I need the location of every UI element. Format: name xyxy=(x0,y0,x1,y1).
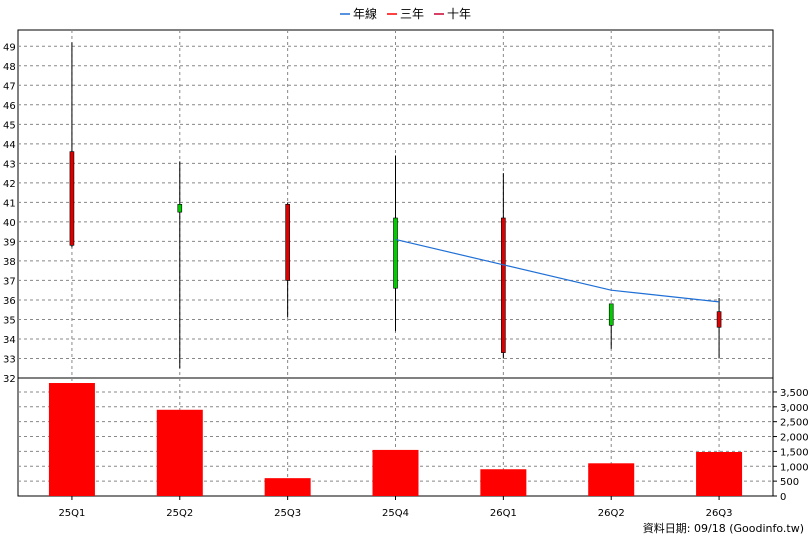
price-tick-label: 37 xyxy=(3,276,16,287)
x-tick-label: 25Q3 xyxy=(274,508,301,519)
price-tick-label: 39 xyxy=(3,237,16,248)
x-tick-label: 26Q1 xyxy=(490,508,517,519)
candle-body xyxy=(69,151,75,246)
volume-bar xyxy=(372,449,419,496)
legend-label-1: 三年 xyxy=(400,7,424,21)
price-tick-label: 32 xyxy=(3,374,16,385)
volume-tick-label: 1,500 xyxy=(780,447,808,458)
price-tick-label: 43 xyxy=(3,159,16,170)
candle-body xyxy=(716,311,722,328)
volume-bar xyxy=(156,409,203,496)
candle-body xyxy=(177,204,183,213)
price-tick-label: 38 xyxy=(3,257,16,268)
annual-line-series xyxy=(395,238,720,303)
price-tick-label: 41 xyxy=(3,198,16,209)
volume-bar xyxy=(480,469,527,496)
price-tick-label: 42 xyxy=(3,179,16,190)
price-tick-label: 45 xyxy=(3,120,16,131)
price-tick-label: 35 xyxy=(3,315,16,326)
price-tick-label: 33 xyxy=(3,354,16,365)
candle-body xyxy=(285,204,290,281)
footer-source-date: 資料日期: 09/18 (Goodinfo.tw) xyxy=(643,521,804,535)
legend: 年線 三年 十年 xyxy=(340,6,471,21)
volume-tick-label: 2,000 xyxy=(780,433,808,444)
price-tick-label: 48 xyxy=(3,62,16,73)
volume-tick-label: 500 xyxy=(780,477,799,488)
price-tick-label: 34 xyxy=(3,335,16,346)
x-tick-label: 25Q4 xyxy=(382,508,409,519)
volume-tick-label: 3,000 xyxy=(780,403,808,414)
volume-tick-label: 0 xyxy=(780,492,786,503)
x-tick-label: 25Q1 xyxy=(58,508,85,519)
candle-body xyxy=(608,303,614,326)
volume-bar xyxy=(264,478,311,496)
legend-label-2: 十年 xyxy=(447,7,471,21)
candle-body xyxy=(393,217,398,289)
volume-bar xyxy=(588,463,635,496)
price-tick-label: 36 xyxy=(3,296,16,307)
volume-bar xyxy=(696,452,743,496)
candle-body xyxy=(501,217,506,353)
x-tick-label: 26Q3 xyxy=(706,508,733,519)
x-tick-label: 25Q2 xyxy=(166,508,193,519)
price-tick-label: 46 xyxy=(3,101,16,112)
price-tick-label: 47 xyxy=(3,81,16,92)
legend-label-0: 年線 xyxy=(353,6,377,21)
plot-area: 32 33 34 35 36 37 38 39 40 41 42 43 44 45 46 47 48 49 0 500… xyxy=(3,29,808,519)
volume-tick-label: 1,000 xyxy=(780,462,808,473)
price-tick-label: 44 xyxy=(3,140,16,151)
volume-tick-label: 2,500 xyxy=(780,418,808,429)
volume-bar xyxy=(48,383,95,496)
x-tick-label: 26Q2 xyxy=(598,508,625,519)
price-tick-label: 40 xyxy=(3,218,16,229)
volume-tick-label: 3,500 xyxy=(780,388,808,399)
price-tick-label: 49 xyxy=(3,42,16,53)
